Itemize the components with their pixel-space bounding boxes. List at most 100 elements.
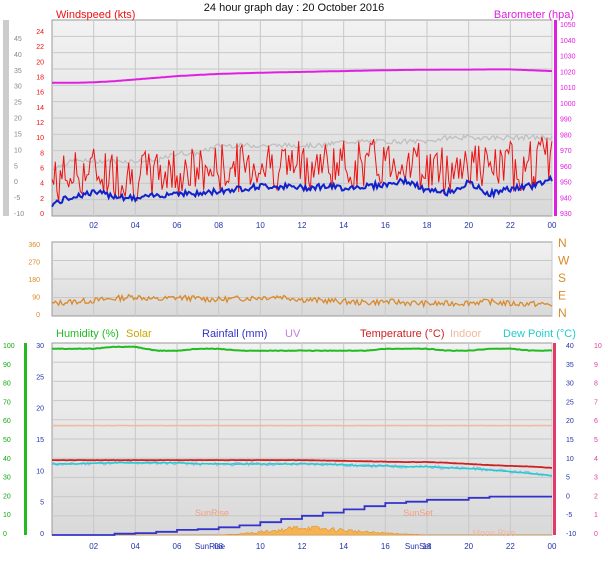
temp-x-tick: 20 — [464, 542, 473, 551]
wind-left-tick: 18 — [36, 75, 44, 82]
wind-x-tick: 14 — [339, 221, 348, 230]
humidity-left-tick: 50 — [3, 437, 11, 444]
rain-left-tick: 0 — [40, 531, 44, 538]
baro-right-tick: 980 — [560, 132, 572, 139]
wind-left-tick: 22 — [36, 44, 44, 51]
wind-left-tick: 16 — [36, 90, 44, 97]
humidity-left-tick: 40 — [3, 456, 11, 463]
temp-x-tick: 14 — [339, 542, 348, 551]
wind-x-tick: 00 — [548, 221, 557, 230]
uv-right-tick: 6 — [594, 418, 598, 425]
wind-x-tick: 06 — [173, 221, 182, 230]
humidity-label: Humidity (%) — [56, 328, 119, 340]
humidity-line — [51, 345, 553, 353]
far-left-tick: 35 — [14, 68, 22, 75]
uv-right-tick: 4 — [594, 456, 598, 463]
uv-label: UV — [285, 328, 301, 340]
solar-label: Solar — [126, 328, 152, 340]
humidity-left-tick: 70 — [3, 399, 11, 406]
baro-right-tick: 1040 — [560, 38, 576, 45]
wind-x-tick: 10 — [256, 221, 265, 230]
far-left-tick: 20 — [14, 116, 22, 123]
baro-right-tick: 960 — [560, 164, 572, 171]
uv-right-tick: 1 — [594, 512, 598, 519]
humidity-left-tick: 30 — [3, 475, 11, 482]
temp-right-tick: 15 — [566, 437, 574, 444]
wind-left-tick: 6 — [40, 166, 44, 173]
annotation-sunset: SunSet — [403, 508, 433, 518]
rain-left-tick: 10 — [36, 468, 44, 475]
panel-wind-baro: 454035302520151050-5-1024222018161412108… — [3, 9, 576, 230]
temp-right-tick: 40 — [566, 343, 574, 350]
rainfall-line — [52, 495, 552, 536]
wind-left-tick: 2 — [40, 196, 44, 203]
uv-right-tick: 3 — [594, 475, 598, 482]
temp-right-tick: 10 — [566, 456, 574, 463]
dir-right-tick: N — [558, 306, 567, 320]
baro-right-tick: 950 — [560, 180, 572, 187]
temp-x-tick: 16 — [381, 542, 390, 551]
rainfall-label: Rainfall (mm) — [202, 328, 267, 340]
far-left-tick: 25 — [14, 100, 22, 107]
dir-left-tick: 180 — [28, 277, 40, 284]
baro-right-tick: 1010 — [560, 85, 576, 92]
uv-right-tick: 8 — [594, 381, 598, 388]
baro-right-tick: 990 — [560, 117, 572, 124]
direction-line — [51, 293, 553, 309]
far-left-tick: 40 — [14, 52, 22, 59]
dir-right-tick: W — [558, 254, 570, 268]
humidity-left-tick: 0 — [3, 531, 7, 538]
far-left-tick: 5 — [14, 163, 18, 170]
solar-area — [52, 525, 552, 536]
wind-x-tick: 20 — [464, 221, 473, 230]
rain-left-tick: 25 — [36, 374, 44, 381]
dir-left-tick: 360 — [28, 242, 40, 249]
humidity-left-tick: 60 — [3, 418, 11, 425]
humidity-left-tick: 10 — [3, 512, 11, 519]
humidity-left-tick: 80 — [3, 381, 11, 388]
uv-right-tick: 5 — [594, 437, 598, 444]
dir-right-tick: S — [558, 271, 566, 285]
dir-left-tick: 0 — [36, 312, 40, 319]
panel-humidity-temp: 1009080706050403020100302520151050403530… — [3, 328, 602, 551]
far-left-tick: 15 — [14, 131, 22, 138]
annotation-sunrise: SunRise — [195, 508, 229, 518]
wind-left-tick: 14 — [36, 105, 44, 112]
temp-right-tick: -5 — [566, 512, 572, 519]
baro-right-tick: 1020 — [560, 69, 576, 76]
far-left-tick: 45 — [14, 36, 22, 43]
uv-right-tick: 0 — [594, 531, 598, 538]
temp-right-tick: 30 — [566, 381, 574, 388]
temp-x-tick: 18 — [423, 542, 432, 551]
wind-left-tick: 10 — [36, 135, 44, 142]
temp-x-tick: 00 — [548, 542, 557, 551]
humidity-axis-bar — [24, 343, 27, 535]
wind-left-tick: 20 — [36, 59, 44, 66]
temp-x-tick: 06 — [173, 542, 182, 551]
temp-x-tick: 10 — [256, 542, 265, 551]
humidity-left-tick: 90 — [3, 362, 11, 369]
baro-right-tick: 1030 — [560, 54, 576, 61]
temp-axis-bar — [553, 343, 556, 535]
wind-avg-line — [51, 174, 553, 208]
rain-left-tick: 15 — [36, 437, 44, 444]
baro-right-tick: 1050 — [560, 22, 576, 29]
wind-x-tick: 12 — [298, 221, 307, 230]
wind-left-tick: 12 — [36, 120, 44, 127]
humidity-left-tick: 20 — [3, 493, 11, 500]
far-left-tick: 0 — [14, 179, 18, 186]
wind-x-tick: 04 — [131, 221, 140, 230]
wind-x-tick: 22 — [506, 221, 515, 230]
temperature-label: Temperature (°C) — [360, 328, 444, 340]
dir-left-tick: 90 — [32, 295, 40, 302]
chart-title: 24 hour graph day : 20 October 2016 — [204, 2, 384, 14]
temp-right-tick: 5 — [566, 475, 570, 482]
temp-x-tick: 02 — [89, 542, 98, 551]
bottom-label-sunrise: SunRise — [195, 542, 226, 551]
baro-right-tick: 940 — [560, 195, 572, 202]
wind-left-tick: 4 — [40, 181, 44, 188]
dir-right-tick: E — [558, 289, 566, 303]
temp-right-tick: 35 — [566, 362, 574, 369]
